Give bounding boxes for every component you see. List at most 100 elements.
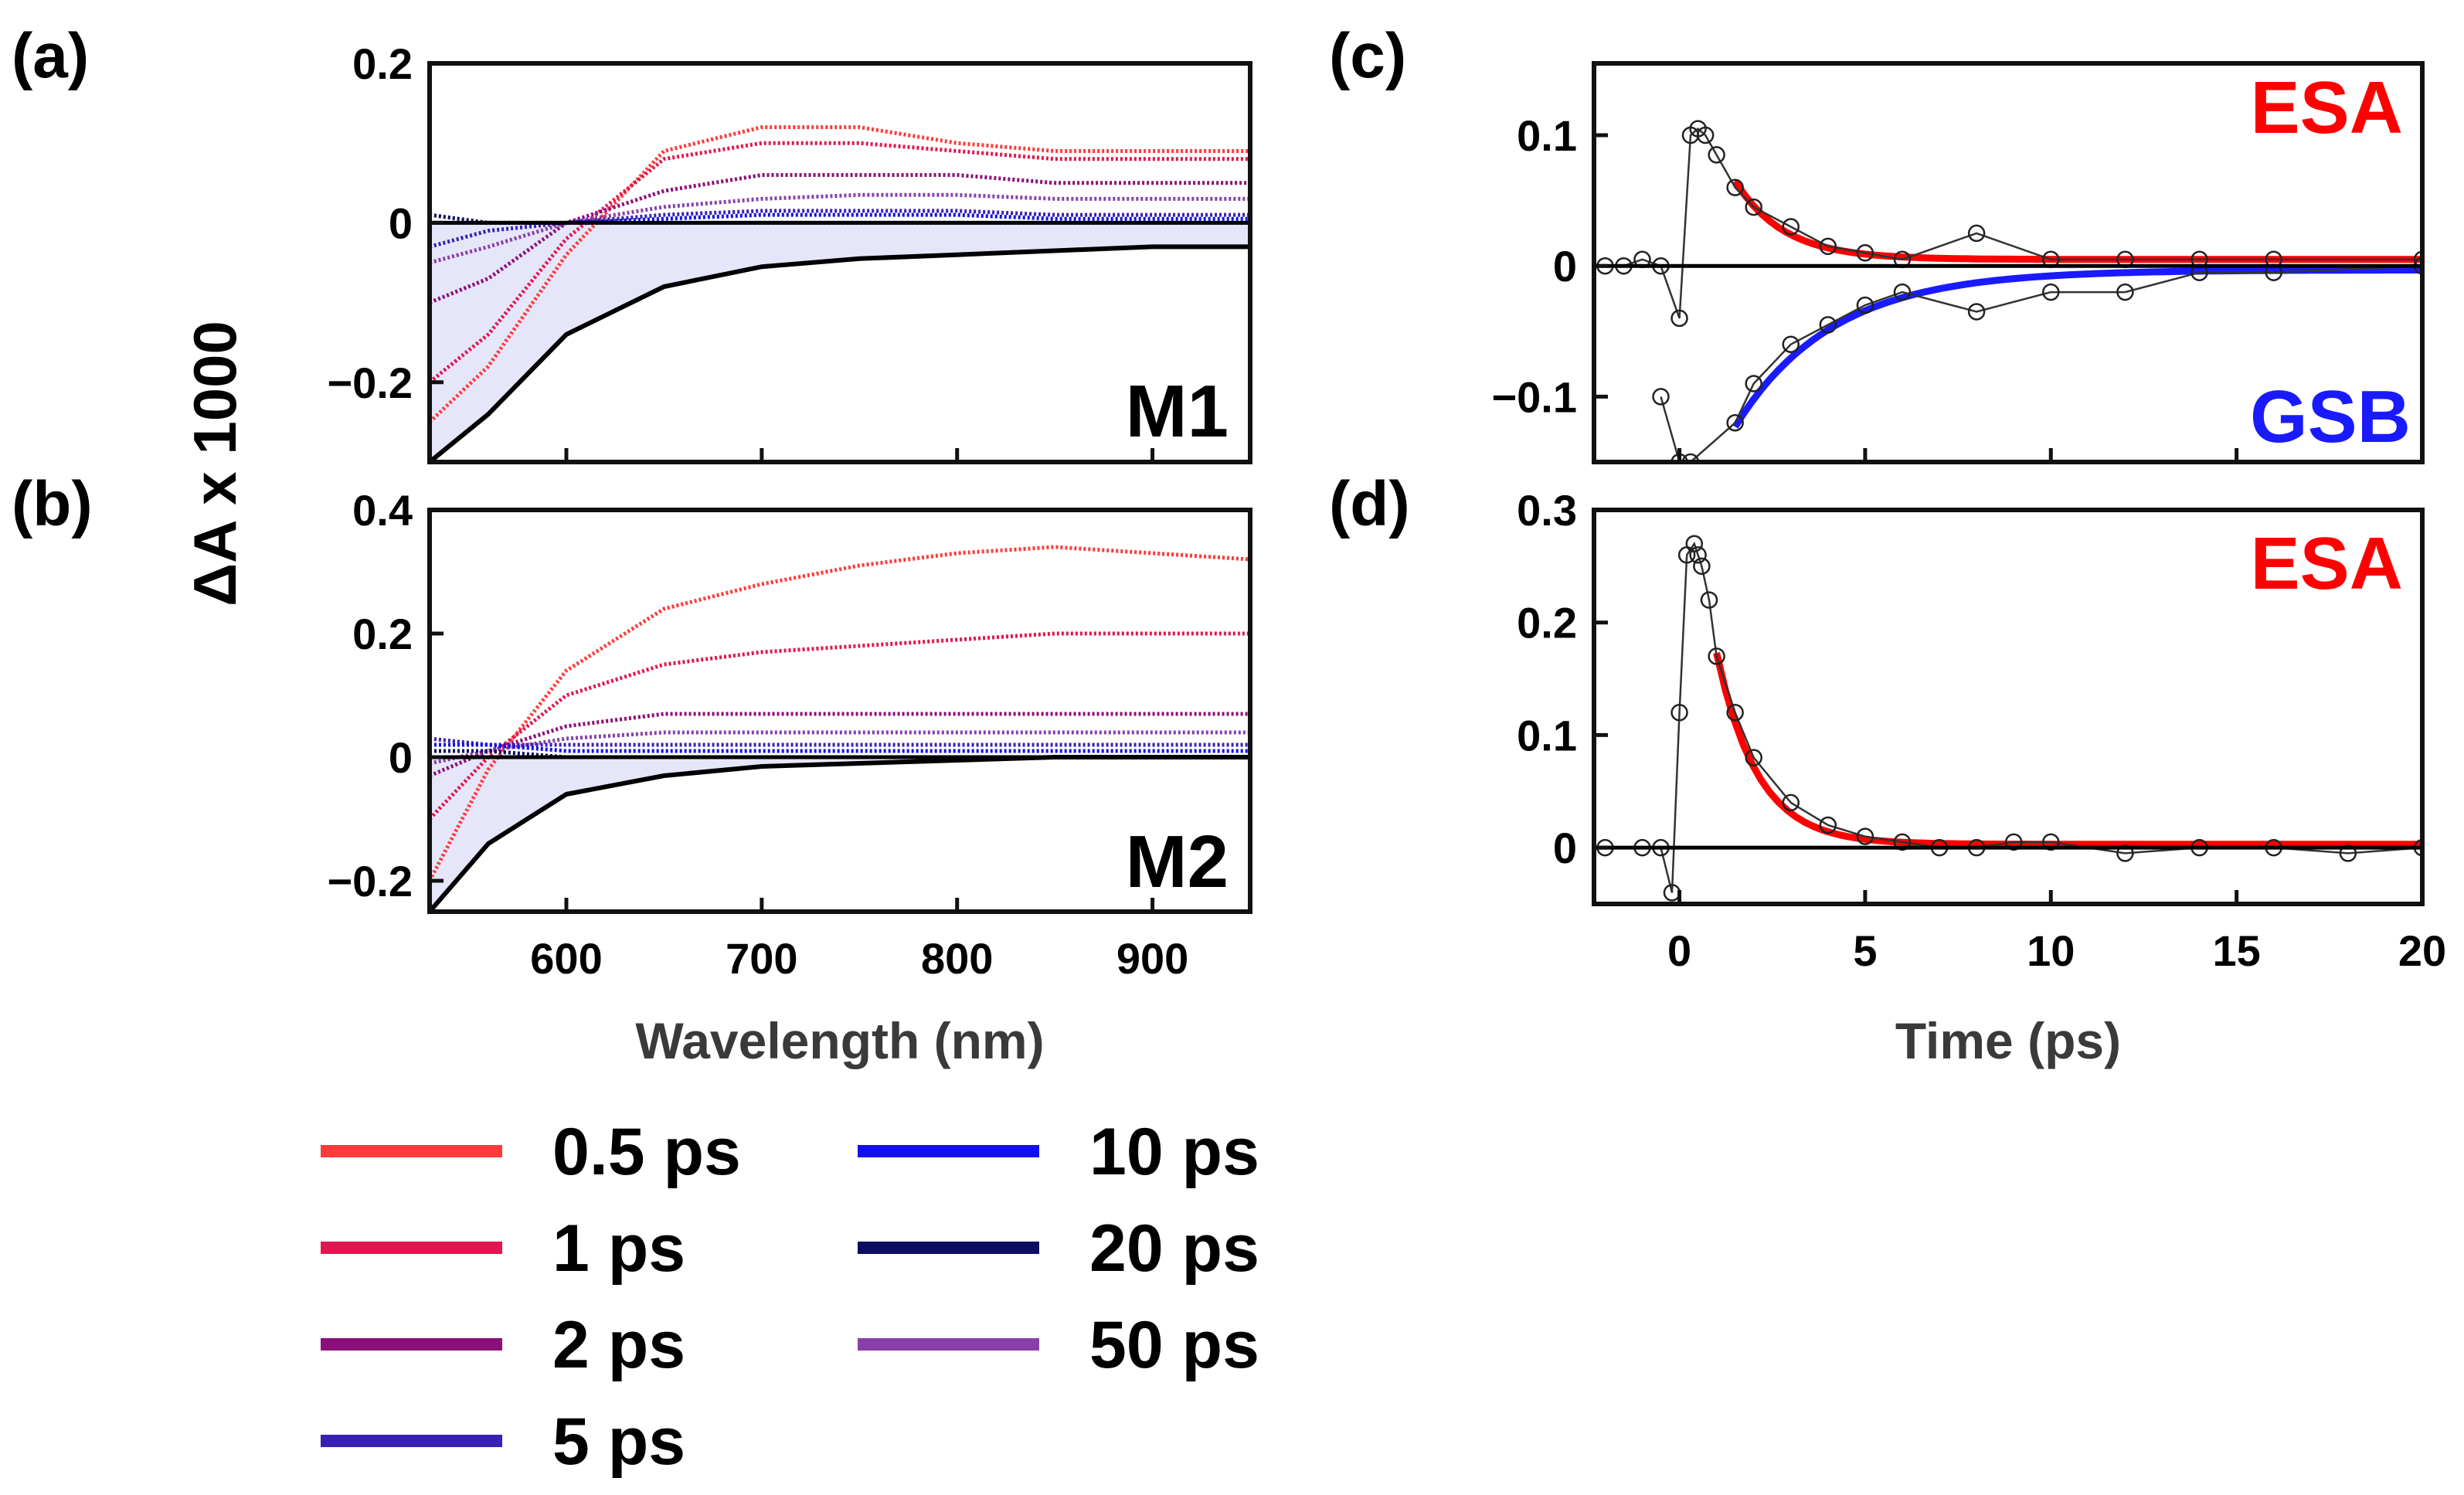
x-tick-label-d: 0: [1667, 926, 1691, 975]
x-tick-label-b: 900: [1116, 934, 1188, 983]
x-tick-label-d: 5: [1853, 926, 1877, 975]
legend-item-2ps: 2 ps: [321, 1308, 685, 1382]
data-point-c: [1745, 375, 1762, 392]
legend-label: 10 ps: [1089, 1115, 1259, 1189]
y-tick-label-a: 0: [389, 199, 413, 247]
legend-item-10ps: 10 ps: [858, 1115, 1259, 1189]
x-axis-label-b: Wavelength (nm): [635, 1012, 1044, 1069]
data-point-c: [1726, 178, 1744, 196]
legend-item-50ps: 50 ps: [858, 1308, 1259, 1382]
y-tick-label-b: 0.2: [352, 610, 413, 658]
y-tick-label-a: 0.2: [352, 39, 413, 88]
annotation-gsb-c: GSB: [2250, 375, 2411, 458]
series-line-a-50ps: [430, 192, 1250, 265]
data-point-d: [1856, 827, 1874, 845]
data-point-c: [1681, 453, 1700, 462]
data-point-c: [1696, 126, 1715, 144]
y-tick-label-b: 0.4: [352, 486, 413, 535]
legend-item-5ps: 5 ps: [321, 1405, 685, 1479]
y-tick-label-b: −0.2: [327, 857, 413, 905]
legend-item-1ps: 1 ps: [321, 1211, 685, 1286]
annotation-esa-c: ESA: [2251, 66, 2403, 149]
data-point-d: [1745, 749, 1762, 766]
y-tick-label-c: −0.1: [1491, 372, 1577, 421]
data-point-d: [1700, 591, 1718, 609]
x-tick-label-d: 20: [2398, 926, 2446, 975]
axes-frame-b: [427, 508, 1252, 914]
data-point-d: [1726, 704, 1744, 722]
legend-label: 5 ps: [552, 1405, 685, 1479]
data-point-c: [1782, 335, 1800, 353]
legend-label: 1 ps: [552, 1211, 685, 1286]
data-point-c: [1782, 218, 1800, 236]
sample-label-a: M1: [1126, 370, 1229, 453]
series-line-b-5ps: [430, 736, 1250, 747]
series-line-a-black: [430, 244, 1250, 462]
annotation-esa-d: ESA: [2251, 522, 2403, 605]
data-point-c: [1670, 309, 1688, 328]
data-point-d: [2339, 844, 2357, 862]
data-point-d: [1685, 535, 1704, 552]
legend: 0.5 ps 1 ps 2 ps 5 ps 10 ps 20 ps 50 ps: [321, 1115, 1259, 1479]
panel-label-c: (c): [1329, 21, 1406, 91]
data-point-c: [2413, 250, 2422, 269]
shaded-area-b: [430, 757, 1250, 912]
data-point-c: [1967, 224, 1986, 243]
fit-line-d-0: [1713, 652, 2422, 848]
y-tick-label-b: 0: [389, 733, 413, 782]
data-point-d: [1693, 557, 1711, 576]
panel-label-a: (a): [12, 21, 89, 91]
data-point-c: [1708, 146, 1725, 164]
y-tick-label-d: 0.1: [1517, 711, 1577, 759]
legend-item-05ps: 0.5 ps: [321, 1115, 741, 1189]
axes-frame-c: [1592, 61, 2425, 464]
legend-item-20ps: 20 ps: [858, 1211, 1259, 1286]
legend-label: 20 ps: [1089, 1211, 1259, 1286]
chart-a: 0.2 0 −0.2 M1: [327, 39, 1252, 464]
y-tick-label-a: −0.2: [327, 358, 413, 407]
x-tick-label-b: 800: [921, 934, 993, 983]
panel-label-b: (b): [12, 469, 93, 539]
data-point-c: [2042, 283, 2060, 301]
data-point-c: [1726, 413, 1744, 432]
series-line-a-2ps: [430, 173, 1250, 304]
data-point-c: [1652, 388, 1670, 406]
data-line-c-0: [1605, 127, 2422, 319]
series-line-a-1ps: [430, 141, 1250, 384]
data-point-c: [2116, 283, 2134, 301]
chart-b: 0.4 0.2 0 −0.2 600 700 800 900 Wavelength (nm) M2: [327, 486, 1252, 1069]
data-line-d-0: [1605, 541, 2422, 893]
axes-frame-a: [427, 61, 1252, 464]
shared-y-axis-label: ΔA x 1000: [181, 321, 249, 606]
shaded-area-a: [430, 223, 1250, 462]
chart-c: 0.1 0 −0.1 ESA GSB: [1491, 61, 2425, 464]
data-point-d: [2004, 833, 2023, 851]
x-axis-label-d: Time (ps): [1895, 1012, 2121, 1069]
y-tick-label-c: 0: [1553, 242, 1577, 291]
data-point-d: [1689, 546, 1707, 564]
series-line-b-1ps: [430, 631, 1250, 821]
data-point-c: [1893, 283, 1912, 301]
y-tick-label-c: 0.1: [1517, 111, 1577, 160]
data-point-c: [1967, 303, 1986, 321]
data-line-c-1: [1660, 264, 2422, 462]
series-line-b-05ps: [430, 545, 1250, 882]
series-line-b-2ps: [430, 712, 1250, 778]
data-point-d: [2116, 844, 2134, 862]
sample-label-b: M2: [1126, 821, 1229, 903]
series-line-b-10ps: [430, 742, 1250, 753]
legend-label: 0.5 ps: [552, 1115, 741, 1189]
data-point-c: [1745, 198, 1762, 216]
y-tick-label-d: 0.3: [1517, 486, 1577, 535]
data-point-c: [1856, 244, 1874, 262]
legend-label: 2 ps: [552, 1308, 685, 1382]
x-tick-label-d: 15: [2212, 926, 2260, 975]
axes-frame-d: [1592, 508, 2425, 906]
data-point-d: [1708, 647, 1725, 665]
x-tick-label-b: 600: [530, 934, 602, 983]
x-tick-label-d: 10: [2027, 926, 2075, 975]
data-point-d: [1819, 816, 1837, 834]
legend-label: 50 ps: [1089, 1308, 1259, 1382]
x-tick-label-b: 700: [726, 934, 797, 983]
